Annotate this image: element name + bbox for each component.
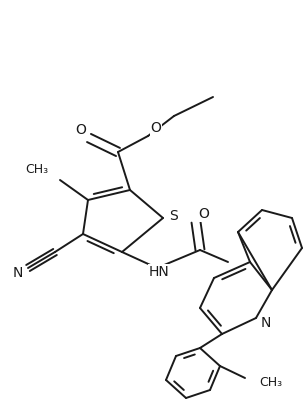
Text: O: O <box>151 121 161 135</box>
Text: O: O <box>198 207 209 221</box>
Text: S: S <box>169 209 177 223</box>
Text: N: N <box>13 266 23 280</box>
Text: N: N <box>261 316 271 330</box>
Text: O: O <box>75 123 86 137</box>
Text: CH₃: CH₃ <box>25 163 48 176</box>
Text: HN: HN <box>149 265 169 279</box>
Text: CH₃: CH₃ <box>259 375 282 388</box>
